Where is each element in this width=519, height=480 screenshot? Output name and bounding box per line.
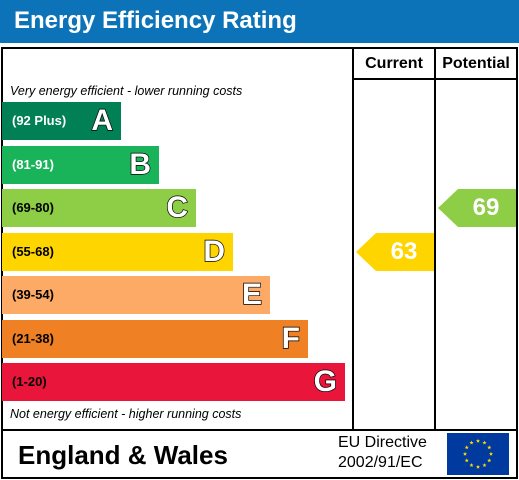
current-rating-arrow (356, 232, 434, 271)
potential-rating-arrow (438, 189, 516, 227)
eu-flag-star (482, 463, 487, 468)
potential-rating-value: 69 (472, 194, 500, 221)
eu-directive-line2: 2002/91/EC (338, 454, 423, 471)
eu-directive-line1: EU Directive (338, 434, 427, 451)
eu-flag-star (464, 458, 469, 463)
eu-flag-star (469, 463, 474, 468)
potential-column-divider (434, 47, 436, 431)
eu-flag-star (475, 438, 481, 443)
band-b-range: (81-91) (12, 156, 54, 172)
eu-flag-star (475, 464, 481, 469)
column-header-divider (352, 78, 518, 80)
eu-flag-star (469, 440, 474, 445)
band-a-range: (92 Plus) (12, 113, 67, 128)
eu-flag-star (488, 451, 494, 456)
current-column-header: Current (365, 55, 423, 72)
title-bar (0, 0, 519, 43)
eu-flag-icon (447, 433, 509, 475)
current-rating-arrow-shape (356, 232, 434, 271)
band-c-range: (69-80) (12, 200, 54, 215)
band-f-letter: F (281, 321, 301, 355)
band-b-letter: B (129, 147, 152, 181)
footer-divider (1, 429, 518, 431)
potential-column-header: Potential (442, 55, 510, 72)
band-a-letter: A (91, 103, 114, 137)
band-d-range: (55-68) (12, 243, 54, 259)
caption-efficient: Very energy efficient - lower running co… (10, 84, 243, 98)
potential-rating-arrow-shape (438, 189, 516, 227)
band-d-letter: D (203, 234, 226, 268)
band-d: (55-68) D (2, 232, 233, 271)
eu-flag-star (462, 451, 468, 456)
eu-flag-star (464, 445, 469, 450)
band-e: (39-54) E (2, 276, 270, 314)
band-c: (69-80) C (2, 189, 196, 227)
current-column-divider (352, 47, 354, 431)
eu-flag-star (482, 440, 487, 445)
band-g: (1-20) G (2, 363, 345, 401)
band-g-letter: G (313, 364, 338, 398)
caption-inefficient: Not energy efficient - higher running co… (10, 407, 242, 421)
band-a: (92 Plus) A (2, 102, 121, 140)
eu-flag-star (487, 458, 492, 463)
band-e-range: (39-54) (12, 287, 54, 302)
band-f-range: (21-38) (12, 330, 54, 346)
current-rating-value: 63 (390, 237, 418, 265)
band-b: (81-91) B (2, 145, 159, 184)
region-label: England & Wales (18, 440, 228, 470)
band-g-range: (1-20) (12, 374, 47, 389)
eu-directive-label: EU Directive 2002/91/EC (338, 433, 427, 473)
band-f: (21-38) F (2, 319, 308, 358)
band-e-letter: E (241, 277, 262, 311)
band-c-letter: C (166, 190, 189, 224)
page-title: Energy Efficiency Rating (14, 7, 297, 34)
eu-flag-star (487, 445, 492, 450)
